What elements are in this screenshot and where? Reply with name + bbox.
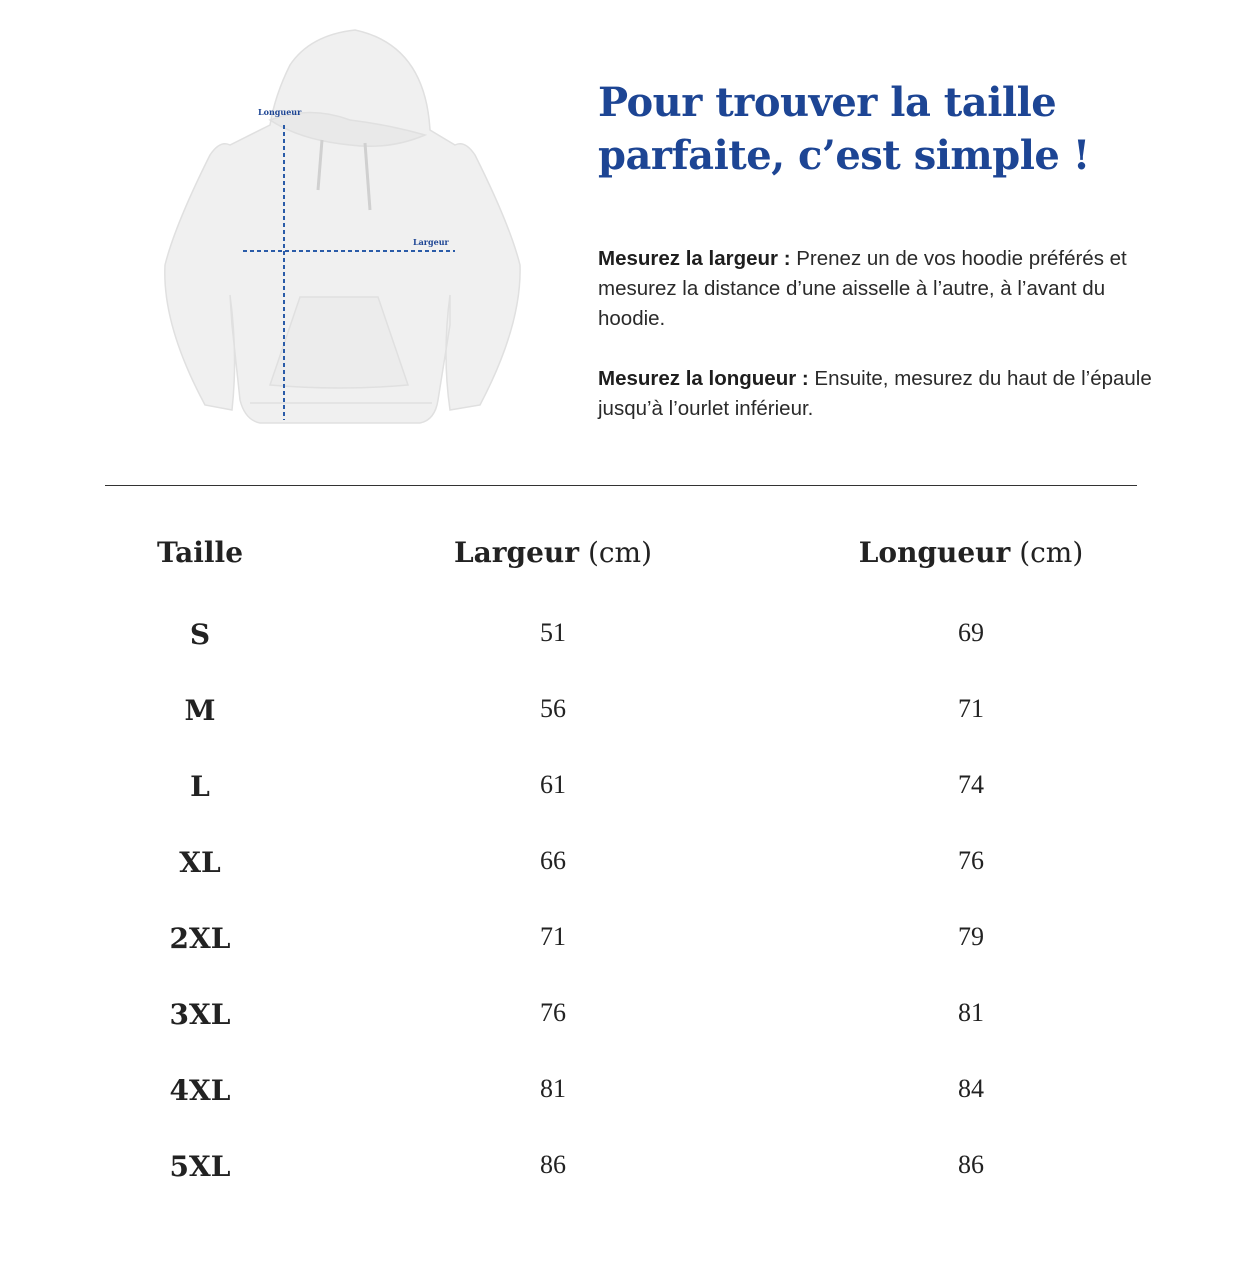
size-cell: 3XL [169, 998, 231, 1031]
width-cell: 51 [540, 618, 566, 647]
header-length-label: Longueur [858, 536, 1011, 569]
size-cell: M [184, 694, 216, 727]
title-line-2: parfaite, c’est simple ! [598, 132, 1090, 179]
width-cell: 86 [540, 1150, 566, 1179]
header-size-label: Taille [156, 536, 244, 569]
length-cell: 86 [958, 1150, 984, 1179]
width-cell: 81 [540, 1074, 566, 1103]
hoodie-hood-opening [268, 111, 428, 147]
width-cell: 61 [540, 770, 566, 799]
length-cell: 81 [958, 998, 984, 1027]
length-instruction: Mesurez la longueur : Ensuite, mesurez d… [598, 364, 1158, 424]
hoodie-body [164, 29, 521, 424]
length-cell: 69 [958, 618, 984, 647]
header-length-unit: (cm) [1010, 536, 1084, 569]
length-cell: 74 [958, 770, 984, 799]
length-cell: 76 [958, 846, 984, 875]
hoodie-illustration: Longueur Largeur [164, 29, 521, 424]
width-cell: 76 [540, 998, 566, 1027]
header-length: Longueur (cm) [859, 536, 1084, 569]
width-cell: 71 [540, 922, 566, 951]
header-size: Taille [157, 536, 243, 569]
size-cell: 5XL [169, 1150, 231, 1183]
size-cell: 2XL [169, 922, 231, 955]
size-cell: XL [179, 846, 221, 879]
size-cell: 4XL [169, 1074, 231, 1107]
length-cell: 79 [958, 922, 984, 951]
width-instruction-label: Mesurez la largeur : [598, 247, 791, 270]
length-instruction-text: Ensuite, mesurez du haut de l’épaule jus… [598, 367, 1152, 420]
width-cell: 66 [540, 846, 566, 875]
width-instruction-text: Prenez un de vos hoodie préférés et mesu… [598, 247, 1127, 330]
size-cell: L [190, 770, 210, 803]
length-instruction-label: Mesurez la longueur : [598, 367, 809, 390]
header-width-label: Largeur [453, 536, 580, 569]
width-instruction: Mesurez la largeur : Prenez un de vos ho… [598, 244, 1158, 334]
header-width: Largeur (cm) [454, 536, 652, 569]
title-line-1: Pour trouver la taille [598, 79, 1057, 126]
hoodie-pocket [268, 296, 410, 389]
divider [105, 485, 1137, 486]
length-cell: 84 [958, 1074, 984, 1103]
length-cell: 71 [958, 694, 984, 723]
width-cell: 56 [540, 694, 566, 723]
header-width-unit: (cm) [579, 536, 653, 569]
page-title: Pour trouver la taille parfaite, c’est s… [598, 76, 1218, 182]
size-cell: S [189, 618, 211, 651]
length-label: Longueur [258, 107, 302, 117]
width-label: Largeur [413, 237, 450, 247]
